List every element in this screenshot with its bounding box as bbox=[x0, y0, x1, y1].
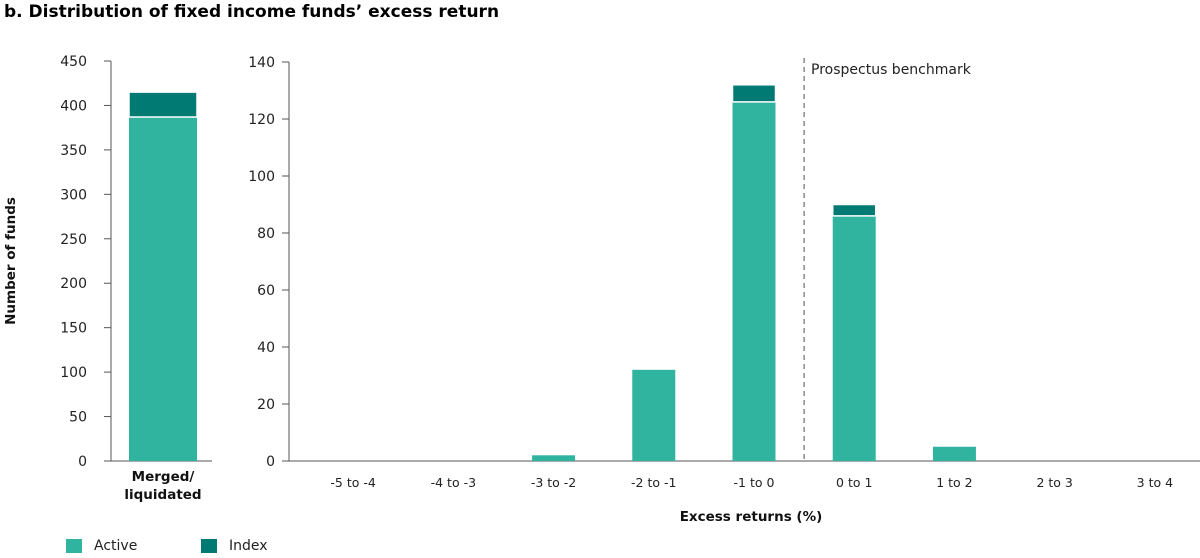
y-tick-label: 150 bbox=[60, 321, 87, 337]
y-tick-label: 200 bbox=[60, 276, 87, 292]
y-tick-label: 350 bbox=[60, 143, 87, 159]
y-axis-label: Number of funds bbox=[3, 197, 19, 325]
legend-swatch-index bbox=[201, 539, 217, 553]
chart-title: b. Distribution of fixed income funds’ e… bbox=[4, 2, 500, 22]
x-tick-label: -5 to -4 bbox=[330, 475, 375, 490]
y-tick-label: 400 bbox=[60, 98, 87, 114]
x-tick-label: 3 to 4 bbox=[1137, 475, 1173, 490]
y-tick-label: 450 bbox=[60, 54, 87, 70]
right-panel: 0 20 40 60 80 100 120 140 -5 to -4 -4 to -3 -3 to … bbox=[248, 55, 1200, 490]
y-tick-label: 0 bbox=[266, 454, 275, 470]
bar-active bbox=[129, 117, 197, 461]
x-category-label: Merged/ bbox=[132, 469, 195, 485]
x-axis-label: Excess returns (%) bbox=[680, 509, 823, 525]
y-tick-label: 0 bbox=[78, 454, 87, 470]
bar-index bbox=[831, 203, 877, 217]
y-tick-label: 50 bbox=[69, 410, 87, 426]
x-category-label: liquidated bbox=[124, 487, 201, 503]
legend-item-active: Active bbox=[66, 538, 137, 554]
bar-active bbox=[632, 369, 676, 461]
y-tick-label: 80 bbox=[257, 226, 275, 242]
bar-active bbox=[832, 215, 876, 461]
y-tick-label: 140 bbox=[248, 55, 275, 71]
benchmark-annotation: Prospectus benchmark bbox=[811, 62, 972, 78]
bar-active bbox=[732, 101, 776, 462]
bar-index bbox=[128, 91, 198, 118]
left-panel: 0 50 100 150 200 250 300 350 400 450 Merged/liquid… bbox=[60, 54, 212, 503]
bar-index bbox=[731, 84, 777, 103]
x-tick-label: -2 to -1 bbox=[631, 475, 676, 490]
y-tick-label: 40 bbox=[257, 340, 275, 356]
legend-label-active: Active bbox=[94, 538, 138, 554]
legend-label-index: Index bbox=[229, 538, 268, 554]
x-tick-label: 0 to 1 bbox=[836, 475, 872, 490]
x-tick-label: -1 to 0 bbox=[734, 475, 775, 490]
x-tick-label: 1 to 2 bbox=[936, 475, 972, 490]
y-tick-label: 60 bbox=[257, 283, 275, 299]
y-tick-label: 300 bbox=[60, 187, 87, 203]
bar-active bbox=[932, 446, 976, 461]
x-tick-label: 2 to 3 bbox=[1036, 475, 1072, 490]
y-tick-label: 100 bbox=[248, 169, 275, 185]
bar-active bbox=[532, 455, 576, 461]
x-tick-label: -4 to -3 bbox=[431, 475, 476, 490]
y-tick-label: 100 bbox=[60, 365, 87, 381]
legend-item-index: Index bbox=[201, 538, 268, 554]
y-tick-label: 20 bbox=[257, 397, 275, 413]
y-tick-label: 250 bbox=[60, 232, 87, 248]
legend-swatch-active bbox=[66, 539, 82, 553]
x-tick-label: -3 to -2 bbox=[531, 475, 576, 490]
y-tick-label: 120 bbox=[248, 112, 275, 128]
